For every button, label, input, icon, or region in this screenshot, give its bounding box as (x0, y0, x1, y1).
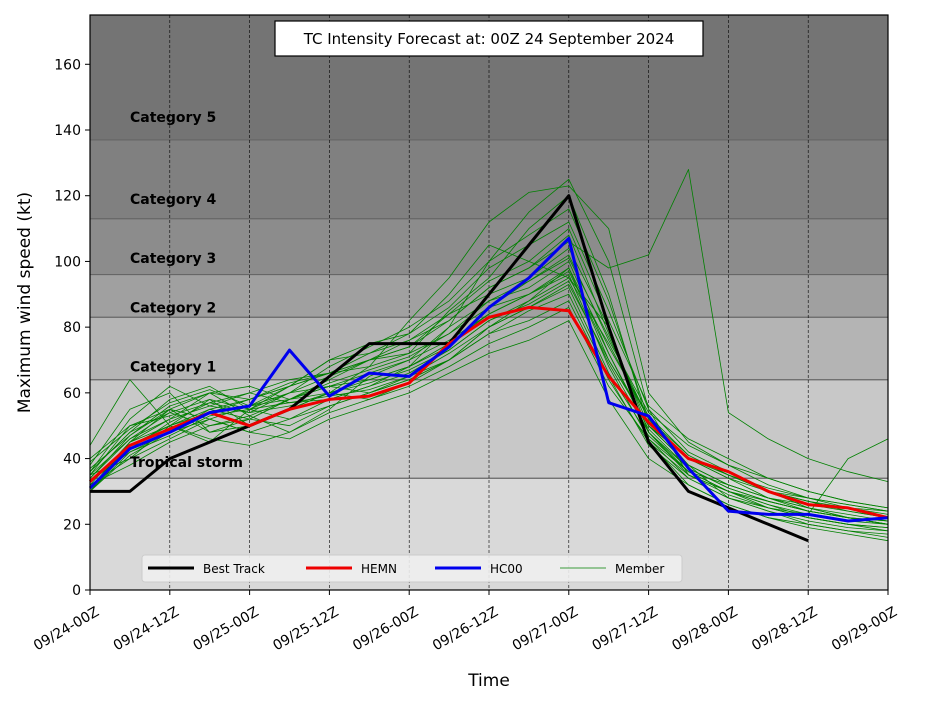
legend-label-1: HEMN (361, 562, 397, 576)
legend-label-3: Member (615, 562, 664, 576)
y-tick-label-0: 0 (72, 583, 81, 599)
member-line-15 (89, 208, 889, 525)
category-label-5: Category 4 (130, 192, 216, 208)
title-box: TC Intensity Forecast at: 00Z 24 Septemb… (274, 20, 704, 57)
legend-label-2: HC00 (490, 562, 523, 576)
legend-frame (141, 554, 683, 583)
category-label-1: Tropical storm (130, 455, 243, 471)
x-tick-label-4: 09/26-00Z (350, 604, 421, 654)
category-label-4: Category 3 (130, 251, 216, 267)
x-tick-label-9: 09/28-12Z (749, 604, 820, 654)
y-axis-ticks: 0 20 40 60 80 100 120 140 160 (54, 57, 90, 599)
legend-label-0: Best Track (203, 562, 265, 576)
member-line-21 (89, 169, 889, 482)
vertical-grid (169, 15, 809, 590)
y-tick-label-6: 120 (54, 189, 81, 205)
x-tick-label-2: 09/25-00Z (191, 604, 262, 654)
y-tick-label-5: 100 (54, 254, 81, 270)
x-tick-label-8: 09/28-00Z (669, 604, 740, 654)
member-line-20 (89, 300, 889, 528)
y-tick-label-2: 40 (63, 452, 81, 468)
member-line-24 (89, 280, 889, 522)
series-line-hemn (88, 305, 889, 520)
main-lines (88, 194, 889, 543)
y-tick-label-7: 140 (54, 123, 81, 139)
x-axis-ticks: 09/24-00Z 09/24-12Z 09/25-00Z 09/25-12Z 09/2… (31, 590, 900, 654)
y-tick-label-1: 20 (63, 517, 81, 533)
category-labels: Tropical storm Category 1 Category 2 Catego… (130, 110, 243, 471)
chart-title: TC Intensity Forecast at: 00Z 24 Septemb… (303, 30, 675, 48)
member-lines (89, 169, 889, 542)
x-tick-label-0: 09/24-00Z (31, 604, 102, 654)
title-frame (274, 20, 704, 57)
category-label-2: Category 1 (130, 360, 216, 376)
x-tick-label-5: 09/26-12Z (430, 604, 501, 654)
y-tick-label-3: 60 (63, 386, 81, 402)
member-line-18 (89, 284, 889, 522)
y-tick-label-4: 80 (63, 320, 81, 336)
x-tick-label-1: 09/24-12Z (111, 604, 182, 654)
x-axis-title: Time (467, 671, 510, 691)
x-tick-label-10: 09/29-00Z (829, 604, 900, 654)
x-tick-label-6: 09/27-00Z (510, 604, 581, 654)
series-line-hc00 (88, 236, 889, 523)
y-tick-label-8: 160 (54, 57, 81, 73)
x-tick-label-7: 09/27-12Z (590, 604, 661, 654)
legend: Best Track HEMN HC00 Member (141, 554, 683, 583)
y-axis-title: Maximum wind speed (kt) (15, 192, 35, 413)
member-line-4 (89, 185, 889, 512)
category-label-3: Category 2 (130, 300, 216, 316)
x-tick-label-3: 09/25-12Z (270, 604, 341, 654)
category-label-6: Category 5 (130, 110, 216, 126)
